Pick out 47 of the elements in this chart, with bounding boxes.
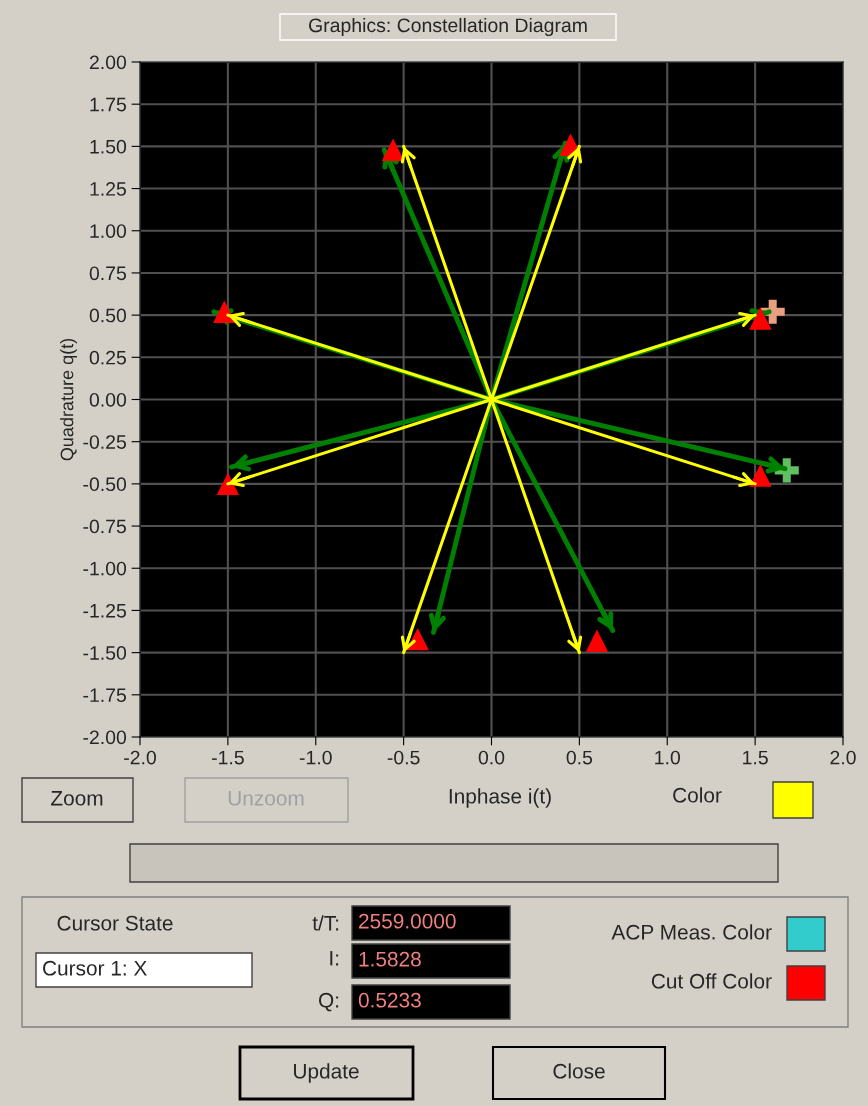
point (749, 464, 772, 487)
x-tick-label: 0.0 (478, 750, 505, 765)
point (585, 629, 609, 653)
text: Q: (318, 992, 339, 1012)
text: I: (330, 951, 339, 966)
x-tick-label: 2.0 (830, 750, 856, 765)
point (381, 138, 405, 161)
text: Update (294, 1063, 359, 1083)
y-tick-label: -0.75 (83, 519, 126, 534)
x-tick-label: 1.0 (655, 750, 681, 765)
y-tick-label: -0.50 (83, 477, 127, 492)
text: Cursor State (57, 915, 173, 931)
text: t/T: (312, 915, 339, 931)
text: 0.5233 (358, 992, 421, 1008)
y-tick-label: 0.00 (89, 392, 127, 407)
y-tick-label: 2.00 (89, 55, 127, 70)
y-tick-label: -1.00 (83, 561, 127, 576)
y-tick-label: 1.75 (90, 97, 126, 112)
x-tick-label: -2.0 (124, 750, 156, 765)
text: ACP Meas. Color (611, 924, 772, 940)
x-tick-label: 0.5 (566, 750, 593, 765)
y-tick-label: -0.25 (83, 435, 126, 449)
y-tick-label: -1.25 (83, 603, 126, 618)
chart-title: Graphics: Constellation Diagram (309, 17, 587, 37)
text: Close (553, 1063, 605, 1079)
x-axis-title: Inphase i(t) (449, 788, 551, 808)
point (216, 472, 240, 496)
x-tick-label: -1.5 (211, 750, 244, 765)
y-tick-label: 1.25 (90, 182, 126, 196)
text: 2559.0000 (359, 913, 456, 929)
text: 1.5828 (359, 951, 421, 967)
y-tick-label: 0.50 (89, 308, 127, 323)
y-tick-label: 0.25 (89, 350, 126, 365)
text: Zoom (51, 791, 103, 806)
text: Cut Off Color (651, 973, 772, 989)
y-tick-label: 1.00 (90, 224, 127, 238)
text: Cursor 1: X (43, 960, 147, 976)
x-tick-label: 1.5 (743, 750, 768, 765)
x-tick-label: -1.0 (299, 750, 332, 765)
y-axis-title: Quadrature q(t) (60, 338, 77, 461)
y-tick-label: 0.75 (89, 266, 126, 281)
y-tick-label: -1.50 (83, 646, 127, 660)
y-tick-label: -1.75 (83, 688, 126, 703)
x-tick-label: -0.5 (387, 750, 420, 765)
y-tick-label: -2.00 (83, 730, 127, 745)
text: Color (673, 787, 722, 803)
y-tick-label: 1.50 (90, 139, 127, 154)
